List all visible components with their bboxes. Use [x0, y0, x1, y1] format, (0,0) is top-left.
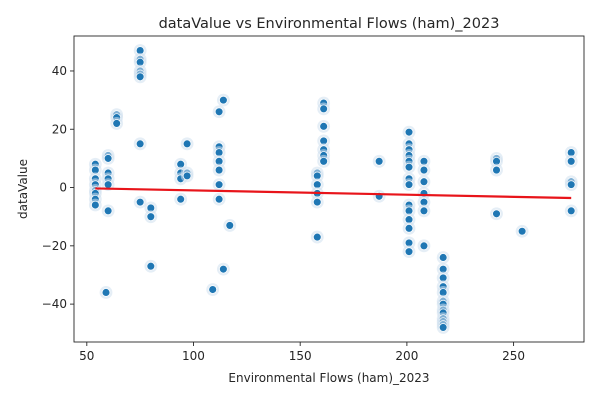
y-tick-label: 20: [52, 122, 67, 136]
data-point: [419, 165, 429, 175]
x-tick-label: 50: [79, 349, 94, 363]
trend-line: [95, 187, 572, 200]
data-point: [103, 154, 113, 163]
x-axis-title: Environmental Flows (ham)_2023: [228, 371, 429, 385]
x-tick-label: 100: [182, 349, 205, 363]
data-point: [438, 323, 448, 332]
y-axis-ticks: −40 −20 0 20 40: [42, 64, 74, 311]
data-point: [374, 157, 384, 166]
data-point: [112, 119, 121, 128]
data-point: [214, 194, 224, 204]
data-point: [419, 206, 429, 216]
trend-layer: [95, 187, 572, 200]
data-point: [492, 209, 501, 219]
data-point: [214, 107, 224, 117]
data-point: [135, 139, 145, 149]
data-point: [319, 122, 328, 131]
data-point: [404, 162, 414, 172]
data-point: [176, 194, 185, 204]
data-point: [566, 206, 576, 216]
data-point: [182, 139, 192, 149]
data-point: [404, 127, 414, 137]
plot-frame: [73, 35, 585, 343]
data-point: [419, 177, 429, 186]
data-point: [135, 72, 145, 82]
x-tick-label: 200: [395, 349, 418, 363]
y-axis-title: dataValue: [16, 159, 30, 219]
data-point: [566, 180, 576, 189]
data-point: [91, 200, 100, 210]
data-point: [182, 171, 192, 181]
data-point: [214, 165, 224, 175]
data-point: [225, 221, 235, 230]
data-point: [103, 180, 113, 189]
data-point: [319, 104, 328, 114]
data-point: [146, 261, 156, 271]
data-point: [208, 285, 217, 294]
data-point: [419, 241, 429, 251]
data-point: [219, 95, 228, 105]
data-point: [404, 180, 414, 189]
data-point: [438, 253, 448, 262]
data-point: [135, 197, 145, 207]
data-point: [566, 157, 576, 166]
y-tick-label: −20: [42, 239, 67, 253]
y-tick-label: 0: [59, 181, 67, 195]
data-point: [517, 227, 527, 236]
x-axis-ticks: 50 100 150 200 250: [79, 342, 525, 363]
data-point: [313, 197, 322, 207]
data-point: [101, 288, 111, 297]
data-point: [146, 212, 156, 221]
data-point: [492, 165, 501, 175]
data-point: [103, 206, 113, 216]
chart-title: dataValue vs Environmental Flows (ham)_2…: [159, 16, 500, 32]
data-point: [219, 264, 228, 274]
data-point: [404, 224, 414, 233]
data-point: [313, 232, 322, 242]
data-point: [404, 247, 414, 256]
points-layer: [88, 44, 578, 334]
y-tick-label: 40: [52, 64, 67, 78]
data-point: [319, 157, 328, 166]
x-tick-label: 150: [289, 349, 312, 363]
data-point: [214, 180, 224, 189]
x-tick-label: 250: [502, 349, 525, 363]
y-tick-label: −40: [42, 297, 67, 311]
